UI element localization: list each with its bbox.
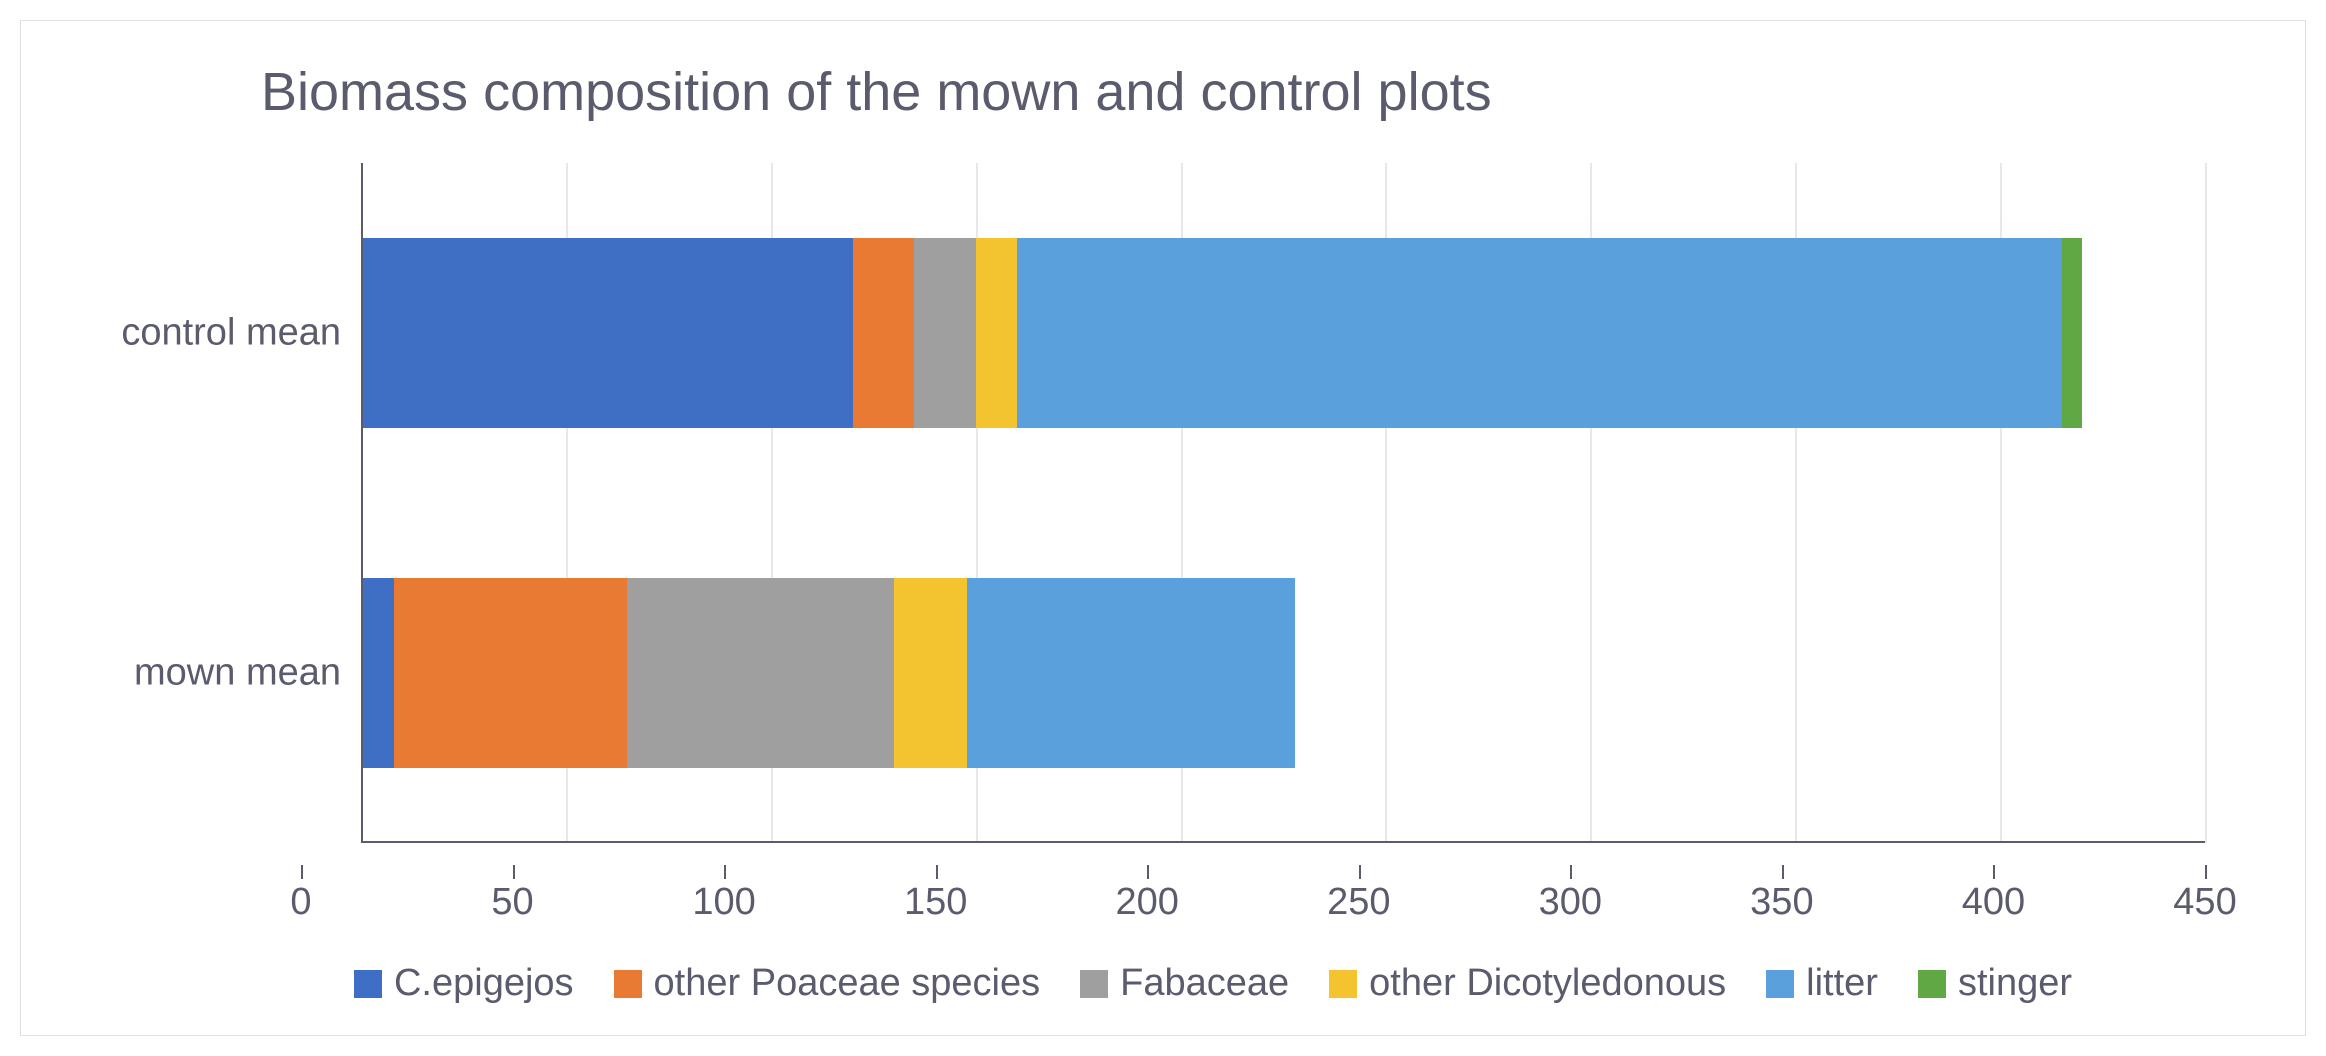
bar-stack [361,578,2205,768]
legend-swatch [1918,970,1946,998]
legend-swatch [354,970,382,998]
x-tick-label: 200 [1116,881,1179,924]
x-tick [724,865,726,879]
legend-label: Fabaceae [1120,962,1289,1005]
x-tick [1993,865,1995,879]
bar-segment [2062,238,2082,428]
legend-swatch [1080,970,1108,998]
bar-stack [361,238,2205,428]
legend-item: other Poaceae species [614,962,1041,1005]
bar-segment [627,578,893,768]
bar-segment [967,578,1295,768]
bar-segment [894,578,968,768]
grid-line [2205,163,2207,843]
x-tick [301,865,303,879]
x-tick-label: 50 [491,881,533,924]
bar-row: control mean [361,238,2205,428]
x-tick-label: 300 [1539,881,1602,924]
x-tick-label: 150 [904,881,967,924]
x-tick [936,865,938,879]
legend-swatch [1329,970,1357,998]
x-tick [1782,865,1784,879]
x-tick [1359,865,1361,879]
x-axis-line [361,841,2205,843]
x-axis: 050100150200250300350400450 [301,865,2205,905]
bar-segment [976,238,1017,428]
plot-area: control mean mown mean [361,163,2205,843]
chart-title: Biomass composition of the mown and cont… [261,61,2245,123]
legend-label: litter [1806,962,1878,1005]
category-label: control mean [81,311,341,354]
legend-swatch [1766,970,1794,998]
legend-item: C.epigejos [354,962,574,1005]
x-tick [513,865,515,879]
bar-segment [361,578,394,768]
legend: C.epigejos other Poaceae species Fabaceae o… [161,962,2265,1005]
bar-segment [394,578,628,768]
legend-item: stinger [1918,962,2072,1005]
legend-label: other Poaceae species [654,962,1041,1005]
legend-label: other Dicotyledonous [1369,962,1726,1005]
legend-label: C.epigejos [394,962,574,1005]
bar-segment [361,238,853,428]
x-tick [2205,865,2207,879]
bar-segment [853,238,914,428]
legend-swatch [614,970,642,998]
bar-row: mown mean [361,578,2205,768]
bar-segment [1017,238,2062,428]
legend-item: Fabaceae [1080,962,1289,1005]
x-tick-label: 450 [2173,881,2236,924]
x-tick-label: 250 [1327,881,1390,924]
category-label: mown mean [81,651,341,694]
x-tick-label: 0 [290,881,311,924]
x-tick-label: 350 [1750,881,1813,924]
x-tick-label: 100 [692,881,755,924]
legend-item: litter [1766,962,1878,1005]
bars-area: control mean mown mean [361,163,2205,843]
chart-container: Biomass composition of the mown and cont… [20,20,2306,1036]
legend-item: other Dicotyledonous [1329,962,1726,1005]
bar-segment [914,238,975,428]
legend-label: stinger [1958,962,2072,1005]
x-tick [1570,865,1572,879]
y-axis-line [361,163,363,843]
x-tick [1147,865,1149,879]
x-tick-label: 400 [1962,881,2025,924]
